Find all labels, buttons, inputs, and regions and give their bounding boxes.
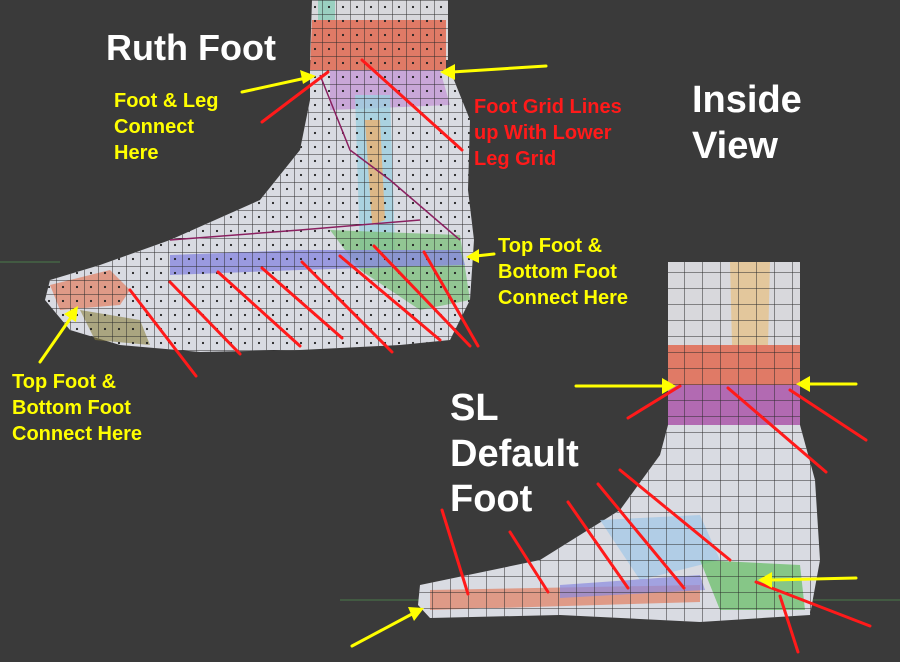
red-guide-lines <box>128 58 872 654</box>
sl-default-foot-title: SL Default Foot <box>450 387 579 521</box>
ruth-foot-mesh <box>45 0 474 352</box>
foot-leg-connect-label: Foot & Leg Connect Here <box>114 90 219 164</box>
top-bottom-connect-left-label: Top Foot & Bottom Foot Connect Here <box>12 371 143 445</box>
top-bottom-connect-right-label: Top Foot & Bottom Foot Connect Here <box>498 235 629 309</box>
sl-foot-mesh <box>418 262 820 622</box>
yellow-arrows <box>38 64 858 648</box>
grid-lines-label: Foot Grid Lines up With Lower Leg Grid <box>474 96 622 170</box>
ruth-foot-title: Ruth Foot <box>106 27 276 68</box>
inside-view-label: Inside View <box>692 79 802 167</box>
